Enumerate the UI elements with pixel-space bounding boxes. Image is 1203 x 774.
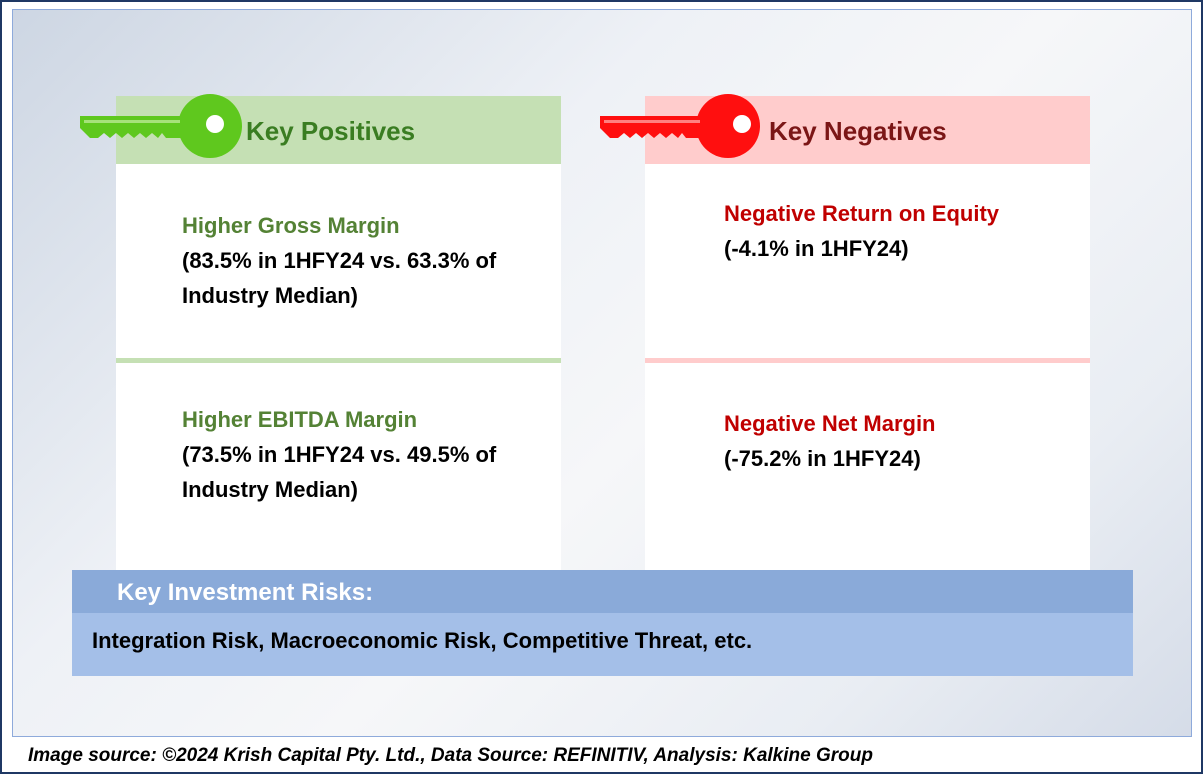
key-positives-card: Key Positives Higher Gross Margin (83.5%… [116, 96, 561, 570]
positives-divider [116, 358, 561, 363]
key-investment-risks-header: Key Investment Risks: [72, 570, 1133, 613]
negative-item-net-margin: Negative Net Margin (-75.2% in 1HFY24) [724, 406, 1064, 476]
key-negatives-card: Key Negatives Negative Return on Equity … [645, 96, 1090, 570]
negative-item-title: Negative Return on Equity [724, 201, 1000, 226]
key-negatives-title: Key Negatives [769, 116, 947, 146]
positive-item-title: Higher EBITDA Margin [182, 407, 418, 432]
negatives-divider [645, 358, 1090, 363]
green-key-icon [80, 94, 242, 158]
key-investment-risks-box: Key Investment Risks: Integration Risk, … [72, 570, 1133, 676]
positive-item-detail: (73.5% in 1HFY24 vs. 49.5% of Industry M… [182, 442, 497, 502]
key-investment-risks-title: Key Investment Risks: [117, 579, 374, 606]
key-investment-risks-text: Integration Risk, Macroeconomic Risk, Co… [92, 628, 753, 653]
image-source-caption: Image source: ©2024 Krish Capital Pty. L… [28, 745, 873, 766]
negative-item-detail: (-75.2% in 1HFY24) [724, 446, 921, 471]
negative-item-detail: (-4.1% in 1HFY24) [724, 236, 909, 261]
positive-item-ebitda-margin: Higher EBITDA Margin (73.5% in 1HFY24 vs… [182, 402, 522, 507]
red-key-icon [600, 94, 760, 158]
positive-item-title: Higher Gross Margin [182, 213, 400, 238]
negative-item-title: Negative Net Margin [724, 411, 936, 436]
positive-item-detail: (83.5% in 1HFY24 vs. 63.3% of Industry M… [182, 248, 497, 308]
positive-item-gross-margin: Higher Gross Margin (83.5% in 1HFY24 vs.… [182, 208, 522, 313]
key-positives-title: Key Positives [246, 116, 416, 146]
negative-item-roe: Negative Return on Equity (-4.1% in 1HFY… [724, 196, 1064, 266]
